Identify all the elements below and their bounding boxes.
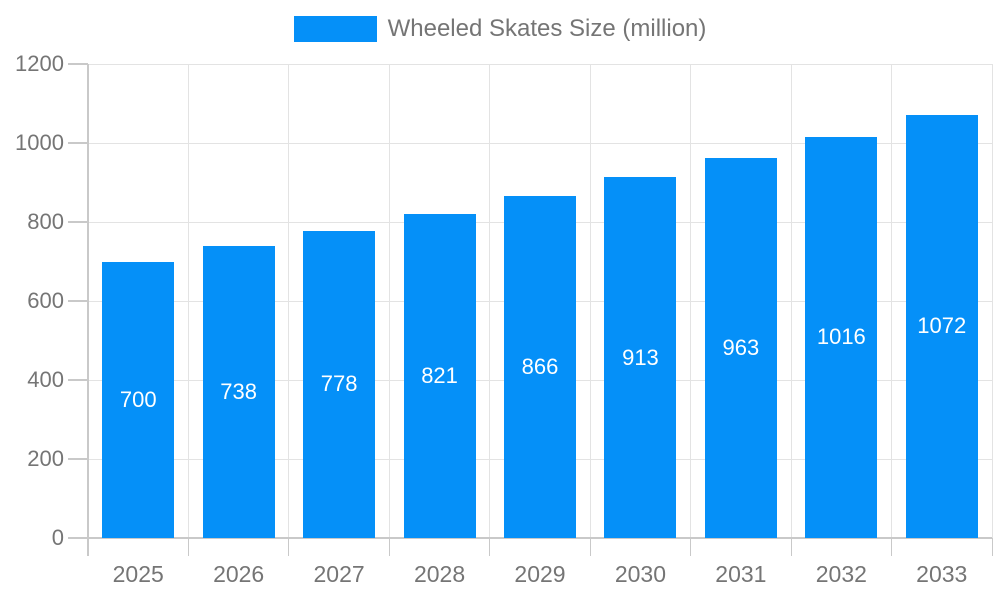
legend-swatch-icon (293, 16, 377, 42)
y-axis-tick (68, 221, 88, 223)
x-axis-tick (489, 538, 491, 556)
x-axis-label: 2027 (313, 561, 365, 587)
bar-value-label: 913 (622, 344, 659, 370)
x-axis-label: 2032 (815, 561, 867, 587)
x-gridline (991, 64, 993, 538)
bar-2031[interactable]: 963 (704, 157, 777, 538)
x-gridline (388, 64, 390, 538)
x-axis-tick (388, 538, 390, 556)
bar-value-label: 1072 (917, 313, 967, 339)
y-axis-label: 0 (51, 525, 64, 550)
bar-value-label: 738 (220, 379, 258, 405)
x-gridline (187, 64, 189, 538)
legend-label: Wheeled Skates Size (million) (387, 15, 707, 42)
bar-value-label: 778 (320, 371, 358, 397)
y-axis-line (87, 64, 89, 556)
y-axis-tick (68, 142, 88, 144)
x-axis-label: 2031 (715, 561, 767, 587)
x-axis-tick (891, 538, 893, 556)
y-axis-tick (68, 379, 88, 381)
x-axis-label: 2025 (112, 561, 164, 587)
x-axis-label: 2030 (614, 561, 667, 587)
y-gridline (88, 63, 992, 65)
y-axis-label: 1200 (15, 51, 64, 76)
bar-2025[interactable]: 700 (102, 261, 175, 538)
y-axis-label: 400 (27, 367, 64, 392)
y-axis-label: 1000 (15, 130, 64, 155)
x-gridline (891, 64, 893, 538)
bar-value-label: 1016 (816, 324, 866, 350)
y-axis-tick (68, 300, 88, 302)
x-axis-tick (589, 538, 591, 556)
x-axis-label: 2026 (213, 561, 265, 587)
x-gridline (288, 64, 290, 538)
bar-value-label: 963 (722, 334, 760, 360)
y-axis-tick (68, 458, 88, 460)
bar-2030[interactable]: 913 (604, 177, 677, 538)
x-axis-tick (690, 538, 692, 556)
bar-value-label: 821 (421, 362, 458, 388)
x-axis-label: 2029 (514, 561, 566, 587)
legend[interactable]: Wheeled Skates Size (million) (0, 15, 1000, 43)
bar-2028[interactable]: 821 (403, 213, 476, 538)
x-gridline (489, 64, 491, 538)
x-axis-line (68, 537, 992, 539)
x-axis-label: 2033 (916, 561, 968, 587)
x-axis-tick (187, 538, 189, 556)
bar-2032[interactable]: 1016 (805, 136, 878, 538)
bar-2026[interactable]: 738 (202, 246, 275, 538)
x-gridline (790, 64, 792, 538)
x-axis-tick (991, 538, 993, 556)
x-axis-label: 2028 (413, 561, 466, 587)
bar-value-label: 700 (119, 386, 157, 412)
x-axis-tick (790, 538, 792, 556)
x-axis-tick (288, 538, 290, 556)
bar-2033[interactable]: 1072 (905, 114, 978, 538)
bar-value-label: 866 (521, 353, 559, 379)
y-axis-label: 200 (27, 446, 64, 471)
bar-2027[interactable]: 778 (303, 230, 376, 538)
y-axis-label: 600 (27, 288, 64, 313)
bar-2029[interactable]: 866 (504, 195, 576, 538)
x-gridline (589, 64, 591, 538)
y-axis-tick (68, 63, 88, 65)
y-axis-label: 800 (27, 209, 64, 234)
y-gridline (88, 142, 992, 144)
x-gridline (690, 64, 692, 538)
